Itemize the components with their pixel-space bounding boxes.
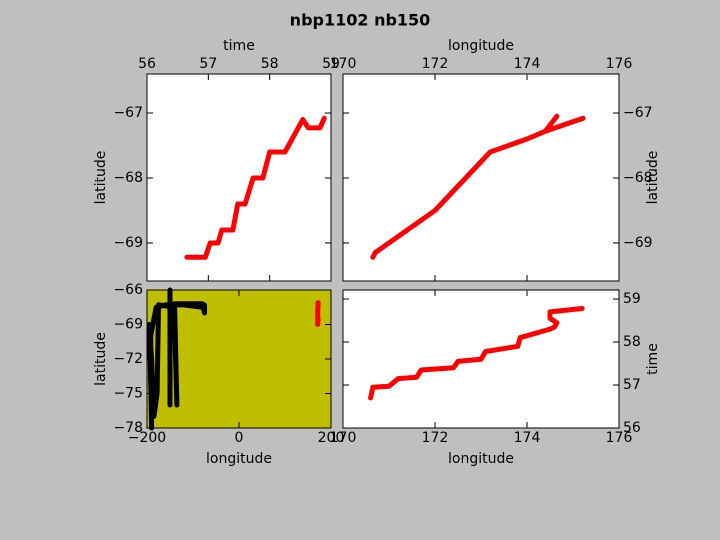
y-tick-label: −68: [113, 170, 143, 186]
x-axis-label: longitude: [448, 38, 514, 54]
x-tick-label: 56: [138, 56, 156, 72]
y-tick-label: −72: [113, 351, 143, 367]
figure-title: nbp1102 nb150: [290, 11, 431, 30]
y-tick-label: 57: [623, 377, 641, 393]
y-axis-label: latitude: [93, 332, 109, 386]
x-tick-label: 176: [606, 430, 633, 446]
x-axis-label: longitude: [206, 451, 272, 467]
y-tick-label: −66: [113, 282, 143, 298]
y-axis-label: time: [645, 343, 661, 375]
data-line: [368, 306, 585, 401]
x-tick-label: 58: [261, 56, 279, 72]
plot-frame: [146, 73, 332, 282]
y-tick-label: 59: [623, 291, 641, 307]
plot-frame: [342, 73, 620, 282]
data-line: [184, 115, 327, 260]
y-tick-label: −69: [623, 235, 653, 251]
y-tick-label: −78: [113, 420, 143, 436]
x-tick-label: 174: [514, 56, 541, 72]
x-tick-label: 59: [322, 56, 340, 72]
y-tick-label: −68: [623, 170, 653, 186]
data-line: [370, 113, 586, 260]
y-tick-label: −69: [113, 317, 143, 333]
y-tick-label: −69: [113, 235, 143, 251]
x-tick-label: 170: [330, 56, 357, 72]
y-axis-label: latitude: [645, 151, 661, 205]
y-axis-label: latitude: [93, 151, 109, 205]
x-tick-label: 57: [199, 56, 217, 72]
x-tick-label: 170: [330, 430, 357, 446]
y-tick-label: 58: [623, 334, 641, 350]
x-axis-label: time: [223, 38, 255, 54]
plot-area: [147, 74, 331, 281]
x-tick-label: 172: [422, 56, 449, 72]
x-tick-label: 172: [422, 430, 449, 446]
plot-frame: [342, 289, 620, 429]
x-tick-label: 200: [318, 430, 345, 446]
y-tick-label: 56: [623, 420, 641, 436]
data-line: [146, 287, 207, 431]
x-tick-label: −200: [128, 430, 166, 446]
x-axis-label: longitude: [448, 451, 514, 467]
x-tick-label: 0: [235, 430, 244, 446]
x-tick-label: 174: [514, 430, 541, 446]
plot-frame: [146, 289, 332, 429]
y-tick-label: −67: [113, 105, 143, 121]
x-tick-label: 176: [606, 56, 633, 72]
y-tick-label: −67: [623, 105, 653, 121]
plot-area: [343, 74, 619, 281]
y-tick-label: −75: [113, 386, 143, 402]
